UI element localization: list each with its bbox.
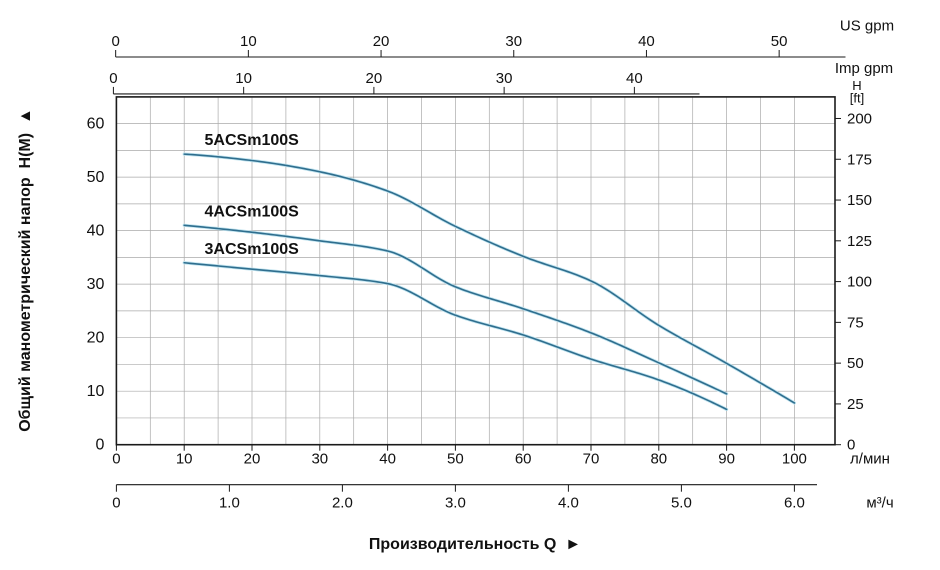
svg-text:1.0: 1.0: [219, 495, 240, 512]
svg-text:175: 175: [847, 151, 872, 168]
svg-text:Imp gpm: Imp gpm: [835, 60, 893, 77]
svg-text:125: 125: [847, 233, 872, 250]
svg-text:4.0: 4.0: [558, 495, 579, 512]
svg-text:70: 70: [583, 451, 600, 468]
svg-text:4ACSm100S: 4ACSm100S: [205, 203, 300, 220]
svg-text:20: 20: [366, 70, 383, 87]
svg-text:0: 0: [95, 437, 104, 454]
svg-text:10: 10: [87, 383, 105, 400]
svg-text:20: 20: [244, 451, 261, 468]
svg-text:75: 75: [847, 314, 864, 331]
svg-text:20: 20: [373, 33, 390, 50]
svg-text:30: 30: [311, 451, 328, 468]
svg-text:50: 50: [847, 355, 864, 372]
svg-text:5.0: 5.0: [671, 495, 692, 512]
svg-text:Общий манометрический напор H: Общий манометрический напор H(М) ▲: [17, 108, 34, 432]
svg-text:0: 0: [111, 33, 119, 50]
svg-text:90: 90: [718, 451, 735, 468]
svg-text:50: 50: [771, 33, 788, 50]
svg-text:л/мин: л/мин: [850, 451, 890, 468]
svg-text:50: 50: [447, 451, 464, 468]
svg-text:м³/ч: м³/ч: [866, 495, 893, 512]
svg-text:100: 100: [847, 274, 872, 291]
svg-text:US gpm: US gpm: [840, 17, 894, 34]
svg-text:30: 30: [496, 70, 513, 87]
svg-text:2.0: 2.0: [332, 495, 353, 512]
svg-text:6.0: 6.0: [784, 495, 805, 512]
svg-text:60: 60: [515, 451, 532, 468]
svg-text:60: 60: [87, 116, 105, 133]
svg-text:[ft]: [ft]: [850, 91, 864, 106]
svg-text:40: 40: [638, 33, 655, 50]
svg-text:40: 40: [87, 223, 105, 240]
svg-text:3.0: 3.0: [445, 495, 466, 512]
svg-text:0: 0: [112, 495, 120, 512]
svg-text:50: 50: [87, 169, 105, 186]
svg-text:40: 40: [626, 70, 643, 87]
svg-text:10: 10: [240, 33, 257, 50]
svg-text:5ACSm100S: 5ACSm100S: [205, 132, 300, 149]
svg-text:25: 25: [847, 396, 864, 413]
svg-text:80: 80: [650, 451, 667, 468]
svg-text:200: 200: [847, 110, 872, 127]
svg-text:40: 40: [379, 451, 396, 468]
svg-text:100: 100: [782, 451, 807, 468]
svg-text:0: 0: [109, 70, 117, 87]
svg-text:30: 30: [87, 276, 105, 293]
svg-text:10: 10: [176, 451, 193, 468]
svg-text:Производительность Q ►: Производительность Q ►: [369, 536, 581, 553]
svg-text:10: 10: [235, 70, 252, 87]
svg-text:30: 30: [505, 33, 522, 50]
svg-text:3ACSm100S: 3ACSm100S: [205, 241, 300, 258]
svg-text:0: 0: [112, 451, 120, 468]
svg-text:150: 150: [847, 192, 872, 209]
svg-text:20: 20: [87, 330, 105, 347]
